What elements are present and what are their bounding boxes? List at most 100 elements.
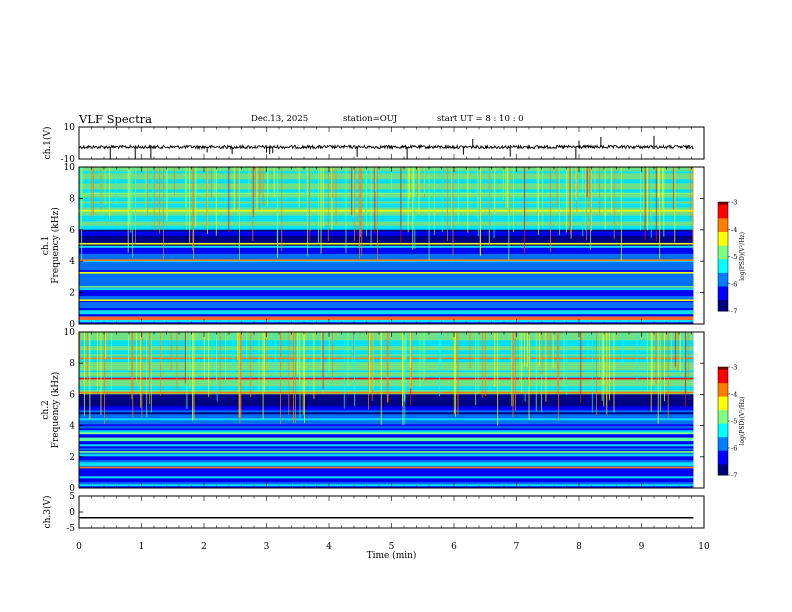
- y-tick-label: 4: [69, 422, 75, 432]
- colorbar-segment: [718, 234, 728, 238]
- y-tick-label: 8: [69, 194, 75, 204]
- spectrogram-row: [79, 332, 694, 335]
- spectrogram-band: [79, 451, 694, 453]
- colorbar-segment: [718, 402, 728, 406]
- spectrogram-band: [79, 286, 694, 288]
- spectrogram-row: [79, 434, 694, 437]
- spectrogram-row: [79, 241, 694, 244]
- y-tick-label: 10: [64, 123, 76, 133]
- spectrogram-row: [79, 390, 694, 393]
- colorbar-segment: [718, 367, 728, 371]
- spectrogram-row: [79, 352, 694, 355]
- y-axis-title: Frequency (kHz): [50, 207, 61, 284]
- spectrogram-row: [79, 386, 694, 389]
- spectrogram-row: [79, 231, 694, 234]
- colorbar-tick-label: -6: [731, 280, 737, 288]
- spectrogram-band: [79, 259, 694, 262]
- colorbar-tick-label: -7: [731, 472, 737, 480]
- spectrogram-row: [79, 460, 694, 463]
- colorbar-segment: [718, 283, 728, 287]
- spectrogram-row: [79, 350, 694, 353]
- spectrogram-row: [79, 380, 694, 383]
- spectrogram-row: [79, 167, 694, 170]
- spectrogram-row: [79, 356, 694, 359]
- spectrogram-row: [79, 291, 694, 295]
- spectrogram-row: [79, 340, 694, 343]
- y-tick-label: 10: [64, 163, 76, 173]
- colorbar-title: log(PSD)(V²/Hz): [739, 232, 746, 281]
- colorbar-tick-label: -6: [731, 445, 737, 453]
- spectrogram-row: [79, 179, 694, 182]
- colorbar-segment: [718, 445, 728, 449]
- spectrogram-band: [79, 271, 694, 274]
- spectrogram-row: [79, 235, 694, 238]
- colorbar-segment: [718, 286, 728, 290]
- spectrogram-row: [79, 217, 694, 220]
- spectrogram-band: [79, 432, 694, 434]
- spectrogram-row: [79, 191, 694, 194]
- spectrogram-row: [79, 213, 694, 216]
- colorbar-segment: [718, 297, 728, 301]
- spectrogram-row: [79, 346, 694, 349]
- figure-title: VLF Spectra: [79, 112, 153, 126]
- spectrogram-row: [79, 358, 694, 361]
- spectrogram-band: [79, 299, 694, 302]
- spectrogram-row: [79, 193, 694, 196]
- colorbar-segment: [718, 218, 728, 222]
- colorbar-segment: [718, 380, 728, 384]
- spectrogram-band: [79, 357, 694, 360]
- y-axis-title: ch.1: [41, 236, 51, 255]
- spectrogram-row: [79, 279, 694, 283]
- x-axis-title: Time (min): [367, 550, 417, 561]
- x-tick-label: 2: [201, 542, 207, 552]
- spectrogram-row: [79, 428, 694, 431]
- spectrogram-row: [79, 362, 694, 365]
- colorbar-segment: [718, 385, 728, 390]
- spectrogram-row: [79, 251, 694, 254]
- colorbar-segment: [718, 394, 728, 398]
- y-axis-title: ch.3(V): [42, 496, 53, 529]
- spectrogram-row: [79, 181, 694, 184]
- y-axis-title: Frequency (kHz): [50, 372, 61, 449]
- spectrogram-row: [79, 321, 694, 325]
- spectrogram-row: [79, 273, 694, 276]
- colorbar-segment: [718, 231, 728, 236]
- colorbar-segment: [718, 215, 728, 219]
- x-tick-label: 7: [514, 542, 520, 552]
- spectrogram-row: [79, 169, 694, 172]
- colorbar-segment: [718, 399, 728, 403]
- colorbar-tick-label: -4: [731, 226, 737, 234]
- start-time-label: start UT = 8 : 10 : 0: [437, 114, 524, 124]
- spectrogram-row: [79, 177, 694, 180]
- spectrogram-row: [79, 205, 694, 208]
- colorbar-segment: [718, 423, 728, 427]
- panel-2: 0 2 4 6 8 10 ch.1 Frequency (kHz) -3 -4 -5 -6 -7 log(…: [41, 163, 746, 330]
- spectrogram-band: [79, 242, 694, 245]
- spectrogram-row: [79, 311, 694, 315]
- x-tick-label: 5: [389, 542, 395, 552]
- colorbar-segment: [718, 300, 728, 304]
- colorbar-segment: [718, 421, 728, 425]
- y-axis-title: ch.2: [41, 400, 51, 419]
- spectrogram-row: [79, 257, 694, 260]
- spectrogram-strong-band: [79, 437, 694, 442]
- spectrogram-row: [79, 185, 694, 188]
- spectrogram-row: [79, 420, 694, 423]
- x-tick-label: 6: [451, 542, 457, 552]
- colorbar-segment: [718, 264, 728, 268]
- colorbar-segment: [718, 253, 728, 257]
- spectrogram-row: [79, 223, 694, 226]
- spectrogram-row: [79, 370, 694, 373]
- spectrogram-row: [79, 388, 694, 391]
- spectrogram-row: [79, 424, 694, 427]
- spectrogram-row: [79, 422, 694, 425]
- spectrogram-row: [79, 408, 694, 411]
- colorbar-segment: [718, 240, 728, 244]
- colorbar-segment: [718, 450, 728, 454]
- colorbar-segment: [718, 223, 728, 228]
- x-tick-label: 8: [576, 542, 582, 552]
- spectrogram-row: [79, 430, 694, 433]
- spectrogram-row: [79, 197, 694, 200]
- spectrogram-row: [79, 412, 694, 415]
